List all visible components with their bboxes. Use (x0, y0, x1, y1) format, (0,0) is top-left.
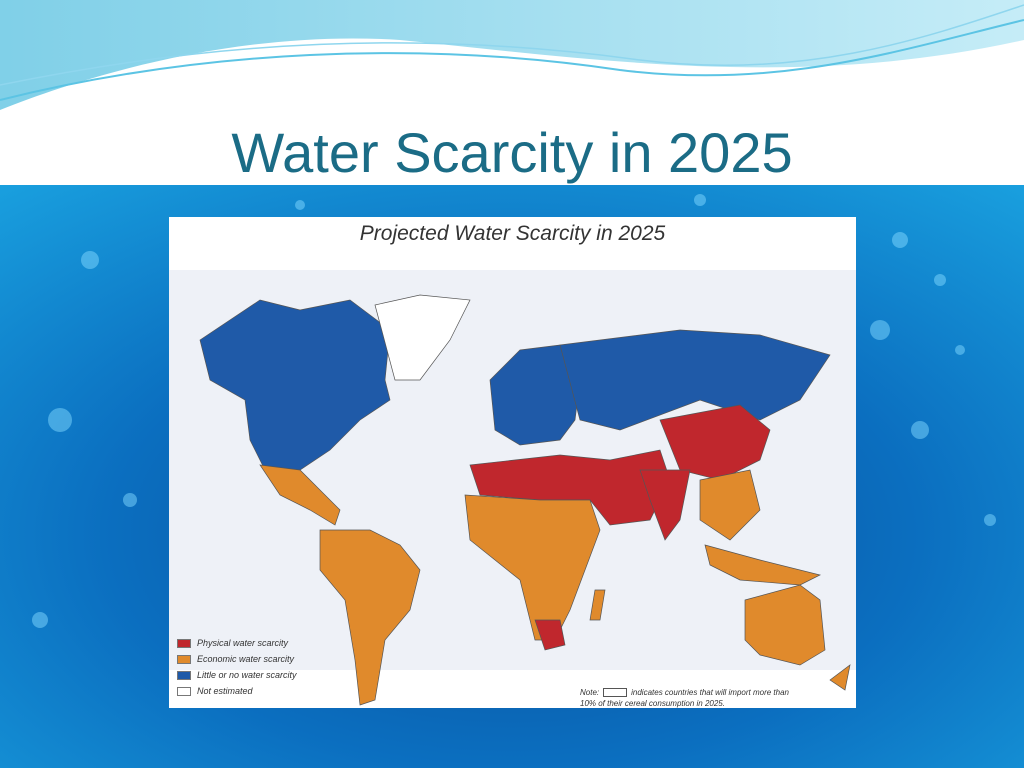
legend-swatch (177, 670, 191, 680)
russia-asia (559, 329, 831, 431)
slide-title: Water Scarcity in 2025 (231, 121, 793, 184)
north-america (199, 299, 391, 471)
legend-item: Physical water scarcity (177, 638, 288, 648)
legend-label: Little or no water scarcity (197, 670, 297, 680)
greenland (374, 294, 471, 381)
south-africa (534, 619, 566, 651)
india (639, 469, 691, 541)
note-swatch (603, 688, 628, 698)
legend-label: Not estimated (197, 686, 253, 696)
legend-label: Physical water scarcity (197, 638, 289, 648)
legend-label: Economic water scarcity (197, 654, 295, 664)
madagascar (589, 589, 606, 621)
central-america (259, 464, 341, 526)
map-title: Projected Water Scarcity in 2025 (359, 222, 666, 245)
legend-item: Not estimated (177, 686, 253, 696)
africa (464, 494, 601, 641)
note-text: indicates countries that will import mor… (580, 688, 789, 708)
europe (489, 344, 581, 446)
legend-swatch (177, 654, 191, 664)
south-america (319, 529, 421, 706)
map-shapes (199, 294, 851, 706)
southeast-asia (699, 469, 761, 541)
note-label: Note: (580, 688, 600, 697)
australia (744, 584, 826, 666)
legend-item: Economic water scarcity (177, 654, 294, 664)
legend-item: Little or no water scarcity (177, 670, 297, 680)
legend-swatch (177, 686, 191, 696)
legend-swatch (177, 638, 191, 648)
note: Note: indicates countries that will impor… (580, 687, 800, 709)
new-zealand (829, 664, 851, 691)
